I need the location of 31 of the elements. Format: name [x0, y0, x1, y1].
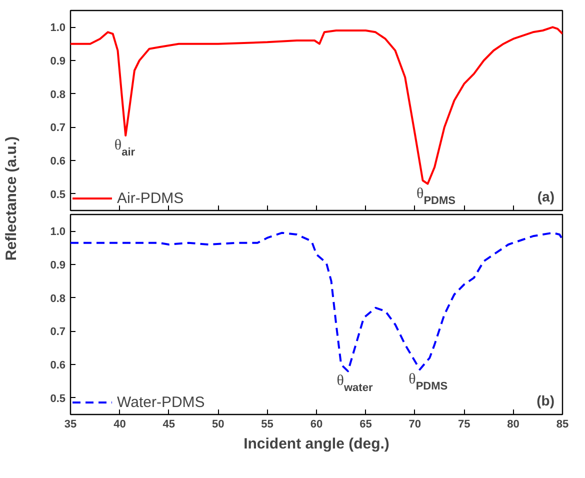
y-tick-label: 0.9 — [50, 260, 66, 272]
x-tick-label: 75 — [458, 418, 470, 430]
y-tick-label: 0.8 — [50, 88, 66, 101]
y-tick-label: 1.0 — [50, 226, 66, 238]
annotation: (a) — [537, 188, 555, 204]
x-tick-label: 65 — [360, 418, 372, 430]
x-tick-label: 85 — [556, 418, 569, 430]
x-axis-title: Incident angle (deg.) — [244, 436, 390, 452]
line-series — [70, 26, 562, 185]
y-tick-label: 0.5 — [50, 392, 66, 405]
y-tick-label: 0.6 — [50, 156, 66, 168]
x-tick-label: 50 — [212, 418, 224, 430]
y-tick-label: 0.7 — [50, 122, 66, 134]
x-tick-label: 80 — [507, 418, 520, 430]
y-axis-title: Reflectance (a.u.) — [3, 136, 20, 261]
annotation: (b) — [536, 392, 555, 408]
legend-label: Air-PDMS — [117, 190, 184, 206]
x-tick-label: 55 — [261, 418, 274, 430]
x-tick-label: 40 — [114, 418, 126, 430]
y-tick-label: 0.5 — [50, 188, 66, 201]
y-tick-label: 0.6 — [50, 360, 66, 372]
x-tick-label: 60 — [310, 418, 323, 430]
x-tick-label: 35 — [64, 418, 77, 430]
y-tick-label: 0.9 — [50, 56, 66, 68]
legend-label: Water-PDMS — [117, 394, 205, 410]
line-series — [70, 232, 562, 372]
x-tick-label: 70 — [408, 418, 422, 430]
y-tick-label: 1.0 — [50, 22, 66, 34]
y-tick-label: 0.7 — [50, 326, 66, 338]
x-tick-label: 45 — [162, 418, 176, 430]
y-tick-label: 0.8 — [50, 292, 66, 305]
